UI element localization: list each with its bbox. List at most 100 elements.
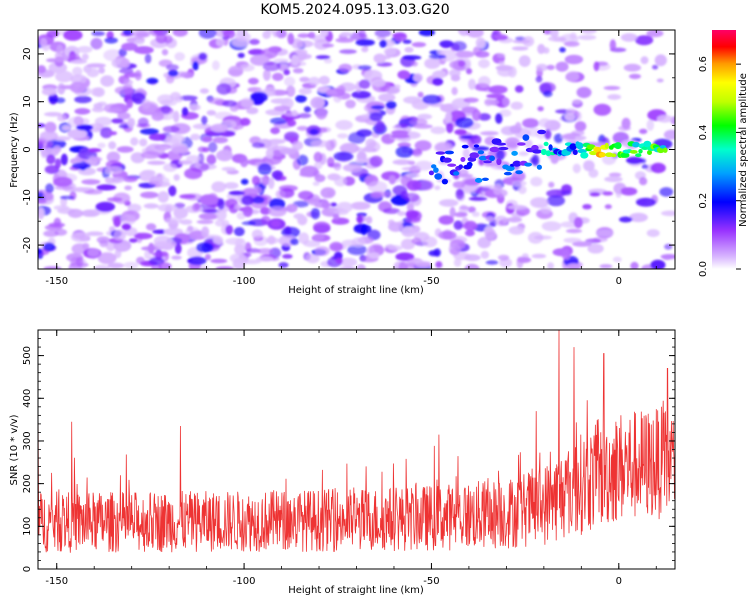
heatmap-noise-blob bbox=[531, 253, 547, 259]
heatmap-noise-blob bbox=[511, 46, 529, 51]
heatmap-noise-blob bbox=[546, 64, 555, 71]
heatmap-noise-blob bbox=[192, 61, 199, 71]
heatmap-noise-blob bbox=[73, 115, 84, 126]
heatmap-noise-blob bbox=[464, 229, 475, 237]
heatmap-noise-blob bbox=[455, 117, 474, 129]
heatmap-noise-blob bbox=[428, 250, 440, 257]
heatmap-noise-blob bbox=[140, 151, 161, 159]
heatmap-noise-blob bbox=[548, 181, 555, 188]
heatmap-noise-blob bbox=[43, 266, 62, 269]
heatmap-noise-blob bbox=[44, 121, 57, 134]
x-tick-label: -50 bbox=[423, 276, 439, 287]
heatmap-noise-blob bbox=[165, 75, 175, 84]
heatmap-noise-blob bbox=[88, 148, 102, 153]
heatmap-noise-blob bbox=[255, 256, 274, 262]
heatmap-noise-blob bbox=[508, 226, 525, 235]
heatmap-noise-blob bbox=[411, 61, 418, 67]
heatmap-noise-blob bbox=[186, 155, 200, 163]
heatmap-noise-blob bbox=[235, 238, 246, 250]
heatmap-noise-blob bbox=[395, 252, 415, 261]
heatmap-noise-blob bbox=[593, 61, 600, 72]
heatmap-noise-blob bbox=[529, 157, 538, 164]
heatmap-noise-blob bbox=[465, 67, 473, 75]
heatmap-noise-blob bbox=[323, 58, 333, 64]
heatmap-noise-blob bbox=[108, 141, 117, 150]
heatmap-noise-blob bbox=[151, 111, 164, 121]
heatmap-noise-blob bbox=[414, 140, 432, 152]
heatmap-noise-blob bbox=[559, 47, 566, 53]
heatmap-noise-blob bbox=[449, 206, 456, 218]
heatmap-noise-blob bbox=[355, 158, 366, 164]
heatmap-noise-blob bbox=[415, 262, 431, 268]
heatmap-noise-blob bbox=[583, 160, 595, 172]
heatmap-noise-blob bbox=[179, 71, 194, 79]
heatmap-noise-blob bbox=[458, 224, 479, 229]
heatmap-noise-blob bbox=[392, 125, 402, 130]
heatmap-noise-blob bbox=[574, 121, 587, 132]
heatmap-noise-blob bbox=[434, 228, 442, 238]
heatmap-noise-blob bbox=[262, 69, 271, 81]
heatmap-noise-blob bbox=[270, 117, 288, 125]
heatmap-noise-blob bbox=[44, 165, 60, 174]
y-tick-label: 300 bbox=[22, 431, 33, 450]
heatmap-noise-blob bbox=[619, 216, 633, 223]
heatmap-noise-blob bbox=[582, 204, 592, 210]
heatmap-noise-blob bbox=[118, 48, 127, 57]
heatmap-noise-blob bbox=[97, 252, 117, 265]
heatmap-noise-blob bbox=[58, 85, 77, 90]
heatmap-noise-blob bbox=[268, 206, 287, 217]
heatmap-noise-blob bbox=[74, 95, 92, 104]
heatmap-noise-blob bbox=[141, 169, 156, 176]
heatmap-noise-blob bbox=[147, 242, 155, 254]
heatmap-noise-blob bbox=[392, 32, 407, 38]
heatmap-noise-blob bbox=[572, 99, 582, 104]
colorbar-tick-label: 0.4 bbox=[698, 124, 709, 140]
heatmap-signal-blob bbox=[647, 150, 652, 155]
heatmap-noise-blob bbox=[239, 117, 251, 126]
heatmap-noise-blob bbox=[249, 38, 260, 45]
heatmap-noise-blob bbox=[563, 237, 582, 243]
heatmap-noise-blob bbox=[206, 110, 216, 116]
colorbar-tick-label: 0.6 bbox=[698, 56, 709, 72]
heatmap-signal-blob bbox=[503, 171, 512, 176]
heatmap-noise-blob bbox=[310, 207, 321, 220]
heatmap-noise-blob bbox=[458, 168, 469, 177]
heatmap-noise-blob bbox=[173, 207, 188, 219]
heatmap-noise-blob bbox=[319, 30, 329, 37]
heatmap-signal-blob bbox=[477, 150, 485, 155]
heatmap-noise-blob bbox=[104, 166, 123, 175]
heatmap-noise-blob bbox=[543, 90, 553, 98]
heatmap-noise-blob bbox=[333, 161, 342, 171]
heatmap-noise-blob bbox=[330, 202, 338, 207]
heatmap-noise-blob bbox=[196, 219, 214, 225]
heatmap-noise-blob bbox=[484, 98, 493, 107]
heatmap-signal-blob bbox=[515, 170, 523, 175]
heatmap-noise-blob bbox=[290, 238, 299, 246]
heatmap-noise-blob bbox=[547, 262, 554, 269]
heatmap-noise-blob bbox=[315, 107, 328, 120]
snr-ylabel: SNR (10 * v/v) bbox=[9, 414, 20, 485]
heatmap-signal-blob bbox=[489, 155, 495, 162]
heatmap-noise-blob bbox=[43, 230, 59, 238]
heatmap-signal-blob bbox=[580, 152, 589, 159]
heatmap-noise-blob bbox=[565, 228, 583, 234]
heatmap-noise-blob bbox=[339, 142, 360, 154]
heatmap-noise-blob bbox=[593, 103, 612, 116]
heatmap-noise-blob bbox=[221, 166, 236, 172]
heatmap-noise-blob bbox=[347, 244, 367, 256]
heatmap-noise-blob bbox=[120, 58, 131, 69]
heatmap-noise-blob bbox=[162, 125, 180, 133]
heatmap-noise-blob bbox=[495, 113, 503, 124]
heatmap-noise-blob bbox=[100, 127, 113, 139]
heatmap-noise-blob bbox=[641, 164, 649, 170]
heatmap-noise-blob bbox=[628, 212, 648, 223]
heatmap-noise-blob bbox=[199, 88, 209, 94]
heatmap-noise-blob bbox=[303, 240, 321, 248]
heatmap-noise-blob bbox=[537, 106, 544, 112]
heatmap-noise-blob bbox=[314, 174, 326, 183]
heatmap-signal-blob bbox=[469, 152, 480, 159]
heatmap-noise-blob bbox=[313, 161, 323, 170]
heatmap-noise-blob bbox=[268, 177, 275, 190]
heatmap-noise-blob bbox=[401, 166, 421, 171]
heatmap-noise-blob bbox=[284, 111, 300, 117]
